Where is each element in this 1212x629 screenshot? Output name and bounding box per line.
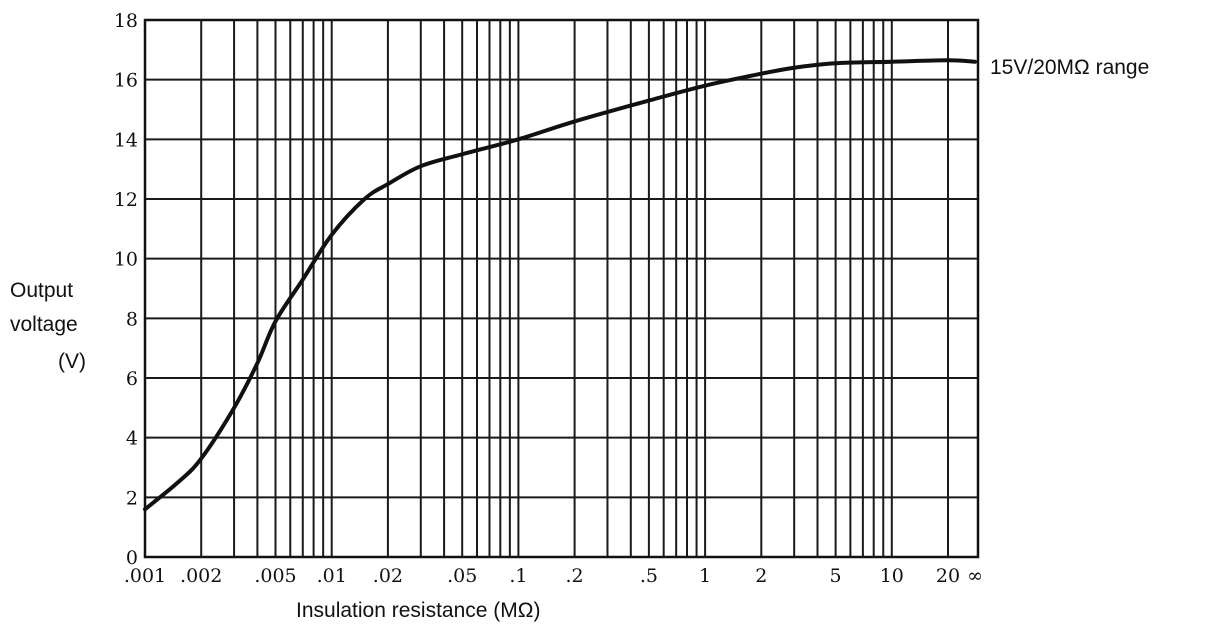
y-tick-label: 12 (114, 189, 138, 211)
y-tick-label: 14 (114, 129, 138, 151)
x-axis-label: Insulation resistance (MΩ) (296, 599, 540, 622)
y-tick-label: 8 (126, 308, 138, 330)
x-tick-label: 2 (755, 565, 767, 587)
y-axis-label-line-2: voltage (10, 313, 78, 336)
x-tick-label: .002 (180, 565, 222, 587)
x-tick-label: .001 (124, 565, 166, 587)
x-tick-label: 20 (936, 565, 960, 587)
x-tick-label: .1 (509, 565, 527, 587)
series-line (143, 58, 977, 512)
x-tick-label: .005 (254, 565, 296, 587)
x-tick-label: .01 (317, 565, 347, 587)
y-tick-label: 0 (126, 547, 138, 569)
x-tick-label: .2 (566, 565, 584, 587)
x-tick-label: .02 (373, 565, 403, 587)
x-tick-label: .05 (447, 565, 477, 587)
y-tick-label: 6 (126, 368, 138, 390)
plot-frame (143, 18, 980, 559)
y-tick-label: 18 (114, 10, 138, 32)
y-tick-label: 4 (126, 428, 138, 450)
y-tick-label: 10 (114, 249, 138, 271)
x-tick-labels: .001 .002 .005 .01 .02 .05 .1 .2 .5 1 2 5 10 20 ∞ (124, 565, 983, 587)
x-tick-label: 1 (699, 565, 711, 587)
y-tick-labels: 0 2 4 6 8 10 12 14 16 18 (114, 10, 138, 569)
grid (144, 19, 978, 558)
x-tick-label: ∞ (967, 565, 983, 587)
y-axis-label-line-1: Output (10, 279, 73, 302)
x-tick-label: .5 (640, 565, 658, 587)
y-tick-label: 16 (114, 70, 138, 92)
y-tick-label: 2 (126, 487, 138, 509)
curve-group (143, 58, 977, 512)
x-tick-label: 10 (880, 565, 904, 587)
series-label: 15V/20MΩ range (990, 56, 1149, 79)
x-tick-label: 5 (830, 565, 842, 587)
y-axis-label-line-3: (V) (58, 350, 86, 373)
